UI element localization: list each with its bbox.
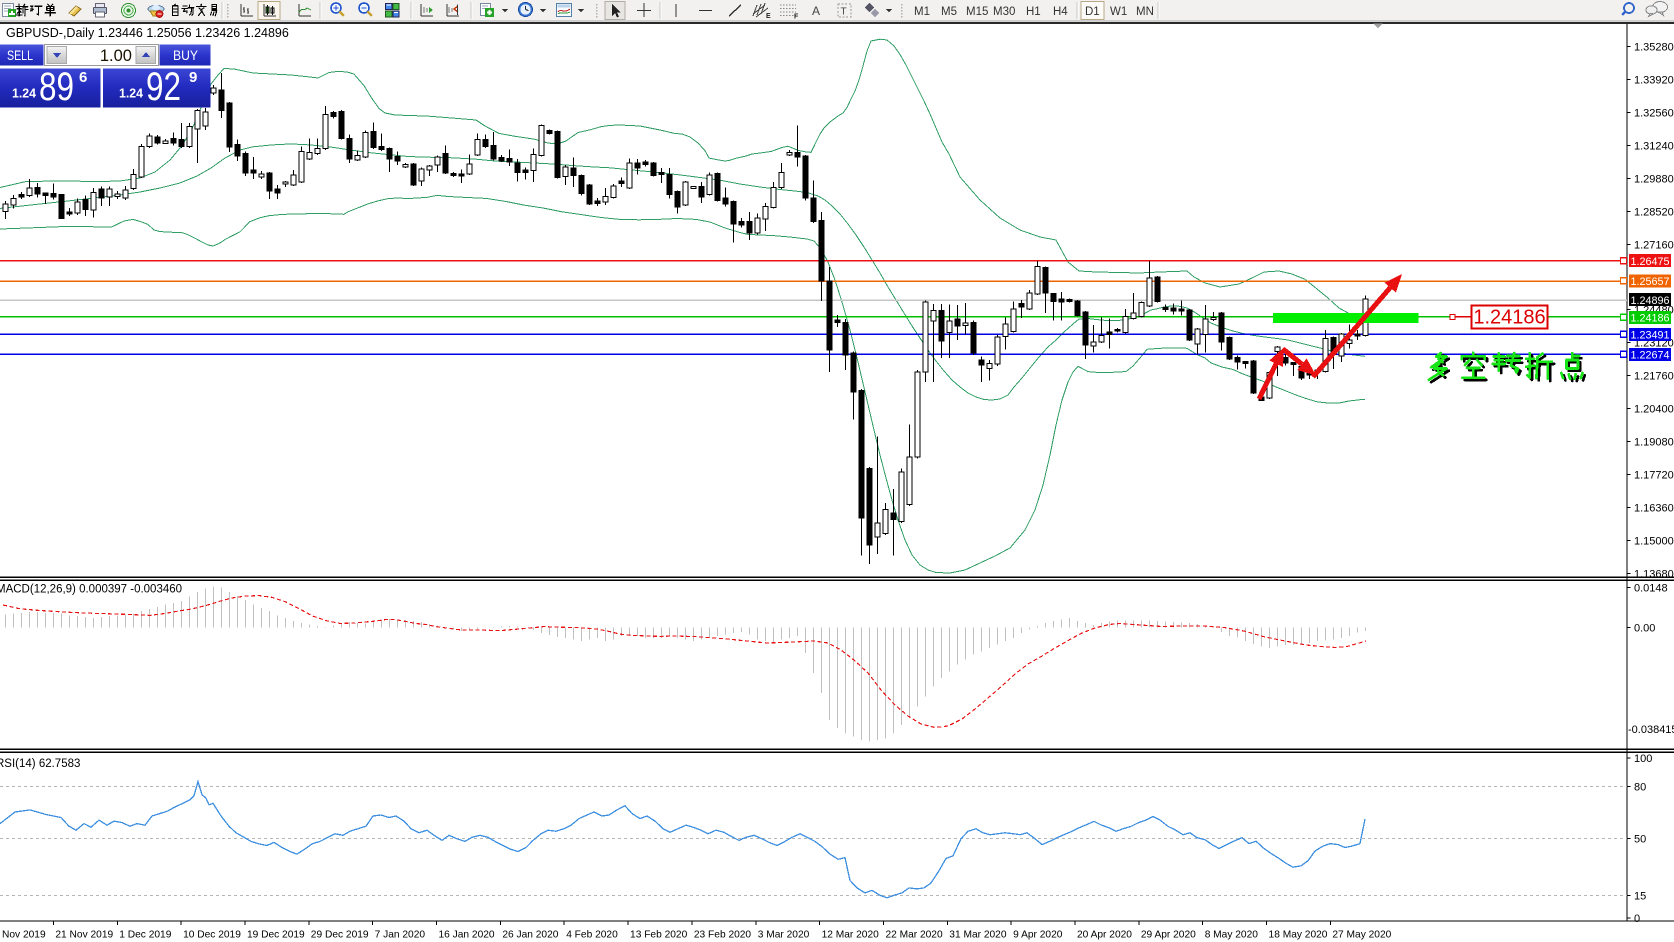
svg-text:1.29880: 1.29880 [1634, 174, 1674, 186]
svg-text:M1: M1 [914, 6, 930, 18]
svg-text:89: 89 [39, 65, 74, 109]
svg-text:0.0148: 0.0148 [1634, 582, 1668, 594]
svg-text:1.21760: 1.21760 [1634, 371, 1674, 383]
svg-text:4 Feb 2020: 4 Feb 2020 [566, 930, 618, 941]
svg-text:M30: M30 [993, 6, 1015, 18]
svg-text:1.26475: 1.26475 [1631, 256, 1670, 268]
svg-text:6: 6 [79, 69, 87, 86]
svg-text:A: A [812, 4, 820, 18]
svg-text:H4: H4 [1053, 6, 1068, 18]
svg-text:1.19080: 1.19080 [1634, 437, 1674, 449]
svg-text:27 May 2020: 27 May 2020 [1332, 930, 1391, 941]
svg-text:1.22674: 1.22674 [1631, 350, 1670, 362]
svg-text:1.31240: 1.31240 [1634, 141, 1674, 153]
svg-text:E: E [766, 13, 771, 20]
svg-text:1.23491: 1.23491 [1631, 330, 1670, 342]
svg-text:20 Apr 2020: 20 Apr 2020 [1077, 930, 1132, 941]
svg-text:9 Apr 2020: 9 Apr 2020 [1013, 930, 1063, 941]
svg-text:1.28520: 1.28520 [1634, 207, 1674, 219]
svg-text:31 Mar 2020: 31 Mar 2020 [949, 930, 1007, 941]
svg-text:92: 92 [146, 65, 181, 109]
svg-text:1.15000: 1.15000 [1634, 536, 1674, 548]
svg-text:1.25657: 1.25657 [1631, 276, 1670, 288]
svg-text:H1: H1 [1026, 6, 1041, 18]
svg-text:GBPUSD-,Daily 1.23446 1.25056: GBPUSD-,Daily 1.23446 1.25056 1.23426 1.… [6, 26, 289, 40]
svg-text:1.24: 1.24 [12, 86, 37, 101]
svg-text:8 May 2020: 8 May 2020 [1205, 930, 1259, 941]
svg-text:12 Mar 2020: 12 Mar 2020 [822, 930, 880, 941]
svg-text:SELL: SELL [7, 47, 33, 63]
svg-text:26 Jan 2020: 26 Jan 2020 [502, 930, 558, 941]
svg-text:M15: M15 [966, 6, 988, 18]
svg-text:0.00: 0.00 [1634, 623, 1655, 635]
svg-text:1.13680: 1.13680 [1634, 569, 1674, 581]
svg-text:1.00: 1.00 [100, 47, 132, 65]
svg-text:1.24186: 1.24186 [1473, 307, 1545, 329]
svg-text:100: 100 [1634, 753, 1652, 765]
svg-text:1.33920: 1.33920 [1634, 75, 1674, 87]
svg-text:0: 0 [1634, 913, 1640, 925]
svg-text:F: F [794, 14, 799, 21]
svg-text:19 Dec 2019: 19 Dec 2019 [247, 930, 305, 941]
svg-text:9: 9 [189, 69, 197, 86]
svg-text:10 Dec 2019: 10 Dec 2019 [183, 930, 241, 941]
svg-text:1.17720: 1.17720 [1634, 470, 1674, 482]
svg-text:T: T [841, 7, 847, 18]
svg-text:29 Dec 2019: 29 Dec 2019 [311, 930, 369, 941]
svg-text:MN: MN [1136, 6, 1154, 18]
svg-text:16 Jan 2020: 16 Jan 2020 [439, 930, 495, 941]
svg-text:1.27160: 1.27160 [1634, 240, 1674, 252]
svg-text:1.35280: 1.35280 [1634, 42, 1674, 54]
svg-text:1.24186: 1.24186 [1631, 313, 1670, 325]
svg-text:1.24896: 1.24896 [1631, 295, 1670, 307]
svg-text:3 Mar 2020: 3 Mar 2020 [758, 930, 810, 941]
svg-text:1.16360: 1.16360 [1634, 503, 1674, 515]
svg-text:Nov 2019: Nov 2019 [2, 930, 46, 941]
svg-text:13 Feb 2020: 13 Feb 2020 [630, 930, 688, 941]
svg-text:1 Dec 2019: 1 Dec 2019 [119, 930, 171, 941]
svg-text:-0.038415: -0.038415 [1628, 724, 1674, 736]
svg-text:23 Feb 2020: 23 Feb 2020 [694, 930, 752, 941]
svg-text:29 Apr 2020: 29 Apr 2020 [1141, 930, 1196, 941]
svg-text:1.24: 1.24 [119, 86, 144, 101]
svg-text:D1: D1 [1085, 6, 1100, 18]
svg-text:1.32560: 1.32560 [1634, 108, 1674, 120]
svg-text:22 Mar 2020: 22 Mar 2020 [885, 930, 943, 941]
svg-text:7 Jan 2020: 7 Jan 2020 [375, 930, 426, 941]
svg-text:18 May 2020: 18 May 2020 [1269, 930, 1328, 941]
svg-text:RSI(14) 62.7583: RSI(14) 62.7583 [0, 758, 80, 770]
svg-text:15: 15 [1634, 891, 1646, 903]
svg-text:1.20400: 1.20400 [1634, 404, 1674, 416]
svg-text:50: 50 [1634, 834, 1646, 846]
svg-text:MACD(12,26,9) 0.000397 -0.0034: MACD(12,26,9) 0.000397 -0.003460 [0, 584, 182, 596]
svg-text:21 Nov 2019: 21 Nov 2019 [55, 930, 113, 941]
svg-text:W1: W1 [1110, 6, 1127, 18]
svg-text:BUY: BUY [173, 47, 199, 63]
svg-text:80: 80 [1634, 782, 1646, 794]
svg-text:M5: M5 [941, 6, 957, 18]
